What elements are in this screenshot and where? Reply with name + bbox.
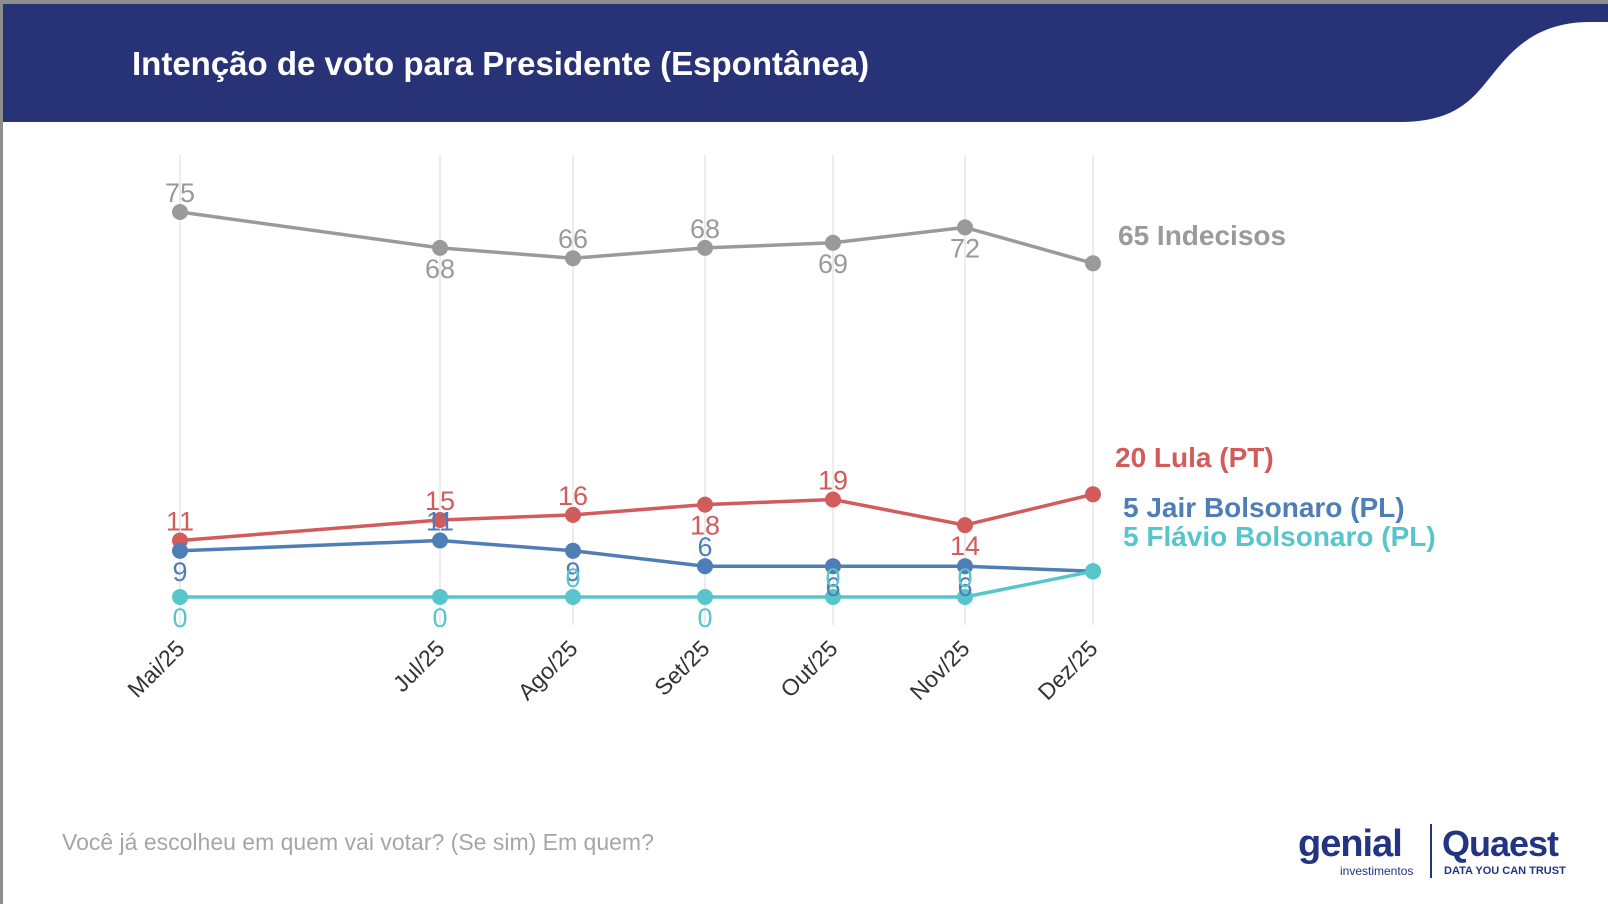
quaest-logo-tagline: DATA YOU CAN TRUST — [1444, 865, 1566, 877]
point-lula-pt-jul-25 — [432, 512, 448, 528]
x-tick-label-out-25: Out/25 — [775, 635, 842, 702]
x-tick-label-ago-25: Ago/25 — [513, 635, 583, 705]
point-lula-pt-out-25 — [825, 491, 841, 508]
point-indecisos-mai-25 — [172, 204, 188, 220]
point-lula-pt-ago-25 — [565, 506, 581, 523]
point-jair-bolsonaro-pl-mai-25 — [172, 542, 188, 559]
point-lula-pt-set-25 — [697, 496, 713, 513]
point-flavio-bolsonaro-pl-out-25 — [825, 589, 841, 605]
point-lula-pt-dez-25 — [1085, 486, 1101, 503]
data-label-jair-bolsonaro-pl-ago-25: 9 — [565, 557, 580, 587]
point-indecisos-set-25 — [697, 239, 713, 256]
x-axis: Mai/25 Jul/25 Ago/25 Set/25 Out/25 Nov/25 Dez/… — [122, 635, 1102, 705]
x-tick-label-mai-25: Mai/25 — [122, 635, 189, 702]
data-label-indecisos-ago-25: 66 — [558, 224, 588, 254]
logo-divider — [1430, 824, 1432, 878]
point-flavio-bolsonaro-pl-ago-25 — [565, 589, 581, 605]
data-label-flavio-bolsonaro-pl-nov-25: 0 — [957, 563, 972, 593]
brand-logos: genial investimentos Quaest DATA YOU CAN… — [1290, 820, 1570, 886]
question-footnote: Você já escolheu em quem vai votar? (Se … — [62, 829, 654, 855]
point-indecisos-nov-25 — [957, 219, 973, 236]
data-label-jair-bolsonaro-pl-out-25: 6 — [825, 572, 840, 602]
point-flavio-bolsonaro-pl-set-25 — [697, 589, 713, 605]
points-layer — [172, 204, 1101, 605]
end-label-jair-bolsonaro-pl: 5 Jair Bolsonaro (PL) — [1123, 492, 1405, 523]
point-flavio-bolsonaro-pl-dez-25 — [1085, 563, 1101, 580]
data-label-lula-pt-nov-25: 14 — [950, 531, 980, 561]
point-indecisos-jul-25 — [432, 239, 448, 256]
data-label-flavio-bolsonaro-pl-set-25: 0 — [697, 603, 712, 633]
point-jair-bolsonaro-pl-nov-25 — [957, 558, 973, 575]
data-label-jair-bolsonaro-pl-mai-25: 9 — [172, 557, 187, 587]
data-label-flavio-bolsonaro-pl-jul-25: 0 — [432, 603, 447, 633]
data-label-flavio-bolsonaro-pl-ago-25: 0 — [565, 563, 580, 593]
point-flavio-bolsonaro-pl-jul-25 — [432, 589, 448, 605]
x-tick-label-jul-25: Jul/25 — [388, 635, 450, 697]
data-label-lula-pt-mai-25: 11 — [166, 507, 194, 537]
point-indecisos-ago-25 — [565, 250, 581, 267]
point-jair-bolsonaro-pl-jul-25 — [432, 532, 448, 549]
top-border — [0, 0, 1608, 4]
x-tick-label-nov-25: Nov/25 — [905, 635, 975, 705]
genial-logo-subtitle: investimentos — [1340, 864, 1414, 878]
data-label-jair-bolsonaro-pl-nov-25: 6 — [957, 572, 972, 602]
end-label-lula-pt: 20 Lula (PT) — [1115, 442, 1274, 473]
point-lula-pt-nov-25 — [957, 517, 973, 534]
data-label-indecisos-jul-25: 68 — [425, 254, 455, 284]
x-tick-label-dez-25: Dez/25 — [1033, 635, 1103, 705]
end-label-indecisos: 65 Indecisos — [1118, 220, 1286, 251]
end-label-flavio-bolsonaro-pl: 5 Flávio Bolsonaro (PL) — [1123, 521, 1436, 552]
point-jair-bolsonaro-pl-ago-25 — [565, 542, 581, 559]
data-label-indecisos-mai-25: 75 — [165, 178, 195, 208]
data-label-lula-pt-jul-25: 15 — [425, 486, 455, 516]
point-indecisos-dez-25 — [1085, 255, 1101, 272]
data-label-flavio-bolsonaro-pl-out-25: 0 — [825, 563, 840, 593]
header-banner-shape — [3, 4, 1608, 122]
data-label-lula-pt-out-25: 19 — [818, 466, 848, 496]
data-label-indecisos-out-25: 69 — [818, 249, 848, 279]
genial-logo: genial — [1298, 823, 1403, 865]
data-label-lula-pt-set-25: 18 — [690, 511, 720, 541]
point-jair-bolsonaro-pl-set-25 — [697, 558, 713, 575]
page-title: Intenção de voto para Presidente (Espont… — [132, 45, 870, 82]
data-label-indecisos-nov-25: 72 — [950, 233, 980, 263]
data-label-flavio-bolsonaro-pl-mai-25: 0 — [172, 603, 187, 633]
data-label-jair-bolsonaro-pl-jul-25: 11 — [426, 507, 454, 537]
point-jair-bolsonaro-pl-out-25 — [825, 558, 841, 575]
header-banner — [3, 4, 1608, 122]
quaest-logo: Quaest — [1442, 823, 1559, 864]
data-label-indecisos-set-25: 68 — [690, 214, 720, 244]
left-border — [0, 0, 3, 904]
data-label-jair-bolsonaro-pl-set-25: 6 — [697, 532, 712, 562]
data-label-lula-pt-ago-25: 16 — [558, 481, 588, 511]
point-flavio-bolsonaro-pl-mai-25 — [172, 589, 188, 605]
series-line-flavio-bolsonaro-pl — [180, 569, 1094, 599]
point-flavio-bolsonaro-pl-nov-25 — [957, 589, 973, 605]
x-tick-label-set-25: Set/25 — [649, 635, 714, 700]
point-indecisos-out-25 — [825, 234, 841, 251]
